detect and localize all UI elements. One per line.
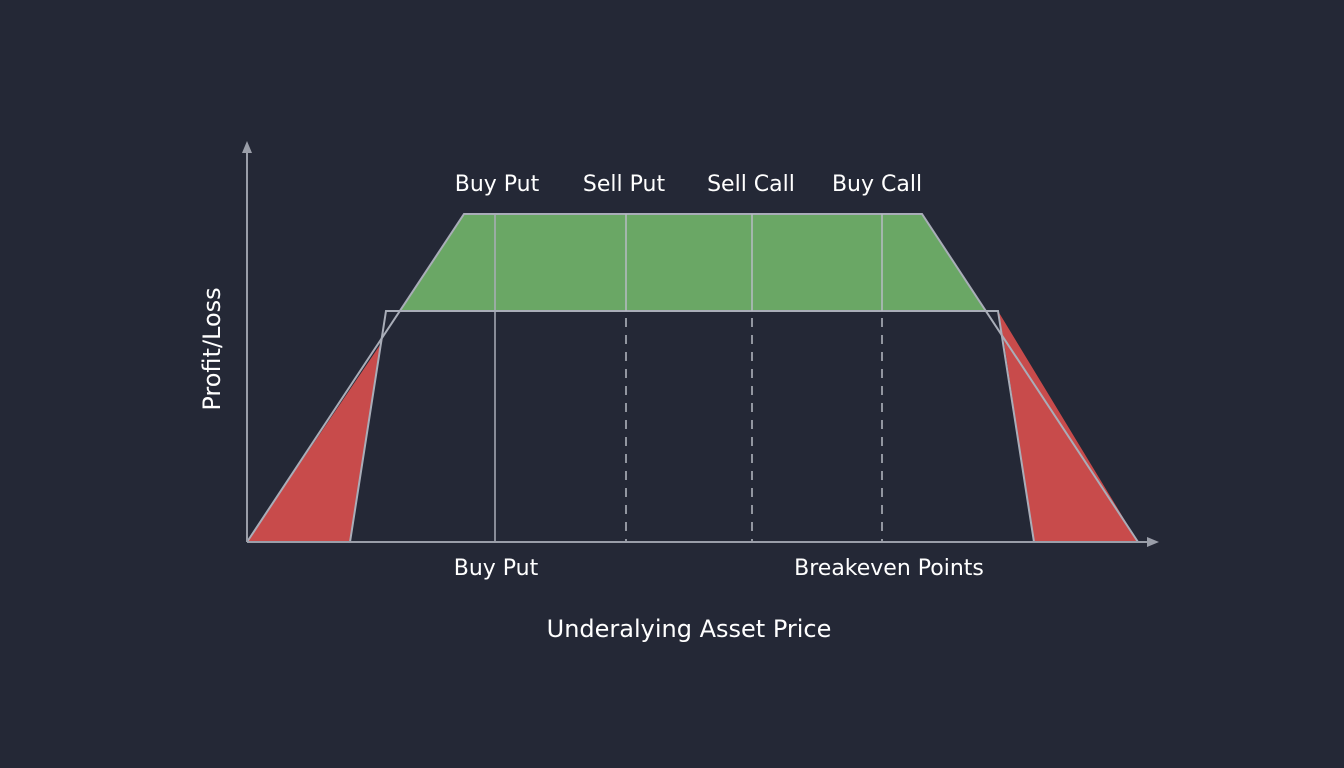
x-axis-arrow-icon [1147,537,1159,547]
loss-region-right [998,311,1138,542]
payoff-outline-inner [349,310,1035,543]
top-label-sell-call: Sell Call [707,172,795,197]
payoff-outline-outer [246,213,1139,543]
x-axis-title: Underalying Asset Price [547,615,832,643]
y-axis-title: Profit/Loss [198,287,226,410]
top-label-sell-put: Sell Put [583,172,666,197]
profit-region [400,214,985,311]
top-label-buy-put: Buy Put [455,172,540,197]
top-label-buy-call: Buy Call [832,172,922,197]
y-axis-arrow-icon [242,141,252,153]
bottom-label-buy-put: Buy Put [454,556,539,581]
loss-region-left [247,311,386,542]
bottom-label-breakeven: Breakeven Points [794,556,984,581]
